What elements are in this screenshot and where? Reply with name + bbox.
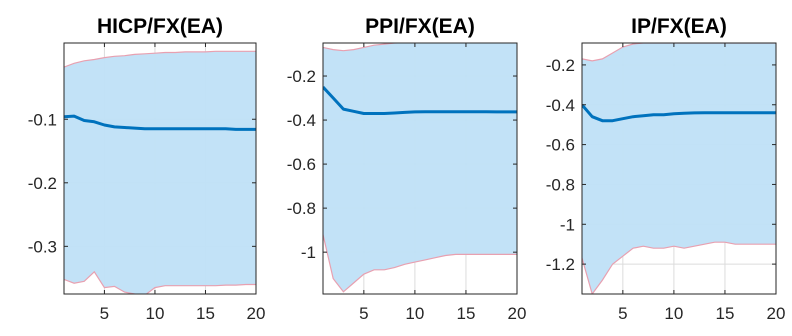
x-tick-label: 20 xyxy=(508,304,527,323)
plot-frame xyxy=(581,42,777,295)
x-tick-label: 15 xyxy=(196,304,215,323)
y-tick-label: -1 xyxy=(301,243,316,262)
median-response-line xyxy=(582,103,776,123)
y-tick-label: -0.8 xyxy=(287,199,316,218)
lower-bound-line xyxy=(323,234,517,293)
lower-bound-line xyxy=(582,241,776,294)
y-tick-label: -0.3 xyxy=(28,237,57,256)
y-tick-label: -0.2 xyxy=(287,67,316,86)
x-tick-label: 20 xyxy=(247,304,266,323)
y-tick-label: -0.4 xyxy=(287,111,316,130)
x-tick-label: 10 xyxy=(145,304,164,323)
y-tick-label: -0.8 xyxy=(546,175,575,194)
median-response-line xyxy=(64,114,256,131)
median-response-line xyxy=(323,85,517,115)
x-tick-label: 10 xyxy=(405,304,424,323)
y-tick-label: -0.2 xyxy=(28,174,57,193)
lower-bound-line xyxy=(64,270,256,294)
x-tick-label: 10 xyxy=(664,304,683,323)
y-tick-label: -1.2 xyxy=(546,255,575,274)
chart-panel-2: PPI/FX(EA) 5 10 15 20 -0.2 -0.4 -0.6 -0.8 -1 xyxy=(287,15,527,323)
x-tick-label: 5 xyxy=(618,304,627,323)
confidence-band xyxy=(64,51,256,294)
x-tick-label: 15 xyxy=(715,304,734,323)
chart-panel-1: HICP/FX(EA) 5 10 15 20 -0.1 -0.2 -0.3 xyxy=(28,15,266,323)
chart-title: IP/FX(EA) xyxy=(631,15,727,38)
x-tick-label: 5 xyxy=(359,304,368,323)
y-tick-label: -0.6 xyxy=(287,155,316,174)
confidence-band xyxy=(582,43,776,294)
plot-frame xyxy=(322,42,518,295)
upper-bound-line xyxy=(64,50,256,68)
y-tick-label: -0.2 xyxy=(546,56,575,75)
upper-bound-line xyxy=(323,43,412,52)
chart-panel-3: IP/FX(EA) 5 10 15 20 -0.2 -0.4 -0.6 -0.8 -1 -1.2 xyxy=(546,15,786,323)
chart-title: PPI/FX(EA) xyxy=(365,15,475,38)
y-tick-label: -0.4 xyxy=(546,96,575,115)
y-tick-label: -0.1 xyxy=(28,110,57,129)
y-tick-label: -1 xyxy=(560,215,575,234)
x-tick-label: 20 xyxy=(767,304,786,323)
upper-bound-line xyxy=(582,43,776,62)
confidence-band xyxy=(323,43,517,292)
y-tick-label: -0.6 xyxy=(546,136,575,155)
x-tick-label: 5 xyxy=(100,304,109,323)
chart-title: HICP/FX(EA) xyxy=(97,15,223,38)
plot-frame xyxy=(63,42,257,295)
x-tick-label: 15 xyxy=(456,304,475,323)
